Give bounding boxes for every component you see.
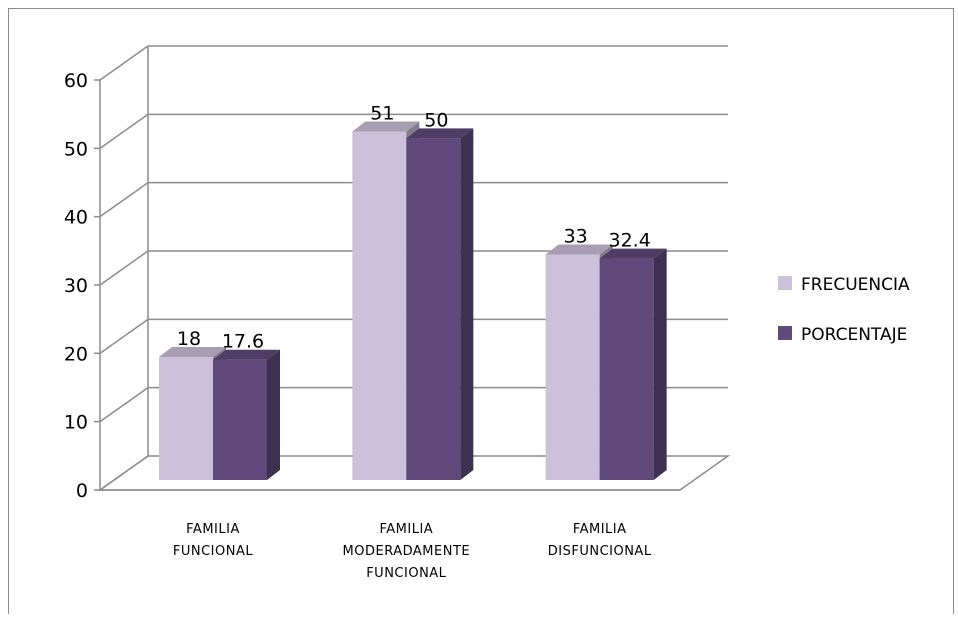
gridline-diagonal: [99, 387, 149, 423]
data-label: 50: [424, 109, 448, 131]
legend-swatch: [778, 326, 792, 340]
data-label: 51: [370, 103, 394, 125]
bar-top: [545, 244, 613, 255]
gridline-diagonal: [99, 182, 149, 218]
category-label: FAMILIA: [573, 522, 627, 537]
bar-front: [406, 138, 461, 481]
chart-frame: [8, 8, 954, 614]
bar-top: [213, 349, 280, 360]
bar-front: [599, 258, 654, 480]
bar-top: [599, 248, 667, 259]
category-label: FAMILIA: [379, 522, 433, 537]
bar-front: [545, 254, 600, 480]
bar-front: [213, 359, 267, 480]
bar-top: [352, 121, 420, 132]
y-tick-label: 50: [64, 138, 88, 160]
bar-top: [159, 347, 226, 357]
category-label: DISFUNCIONAL: [548, 544, 652, 559]
y-tick-label: 60: [64, 70, 88, 92]
gridline-diagonal: [99, 318, 149, 354]
bar-side: [653, 248, 667, 480]
y-tick-label: 0: [76, 480, 88, 502]
category-label: FUNCIONAL: [366, 566, 446, 581]
bar-side: [460, 128, 474, 481]
gridline-diagonal: [99, 113, 149, 149]
gridline-diagonal: [99, 250, 149, 286]
bar-front: [159, 357, 213, 480]
y-tick-label: 20: [64, 343, 88, 365]
data-label: 18: [177, 328, 201, 350]
legend-label: FRECUENCIA: [801, 275, 910, 295]
legend-label: PORCENTAJE: [801, 325, 907, 345]
bar-top: [406, 128, 474, 139]
data-label: 17.6: [222, 331, 264, 353]
legend-swatch: [778, 276, 792, 290]
category-label: FAMILIA: [186, 522, 240, 537]
y-tick-label: 30: [64, 275, 88, 297]
category-label: FUNCIONAL: [173, 544, 253, 559]
y-tick-label: 10: [64, 412, 88, 434]
bar-side: [267, 349, 280, 480]
category-label: MODERADAMENTE: [343, 544, 471, 559]
y-tick-label: 40: [64, 207, 88, 229]
data-label: 33: [564, 226, 588, 248]
data-label: 32.4: [609, 230, 651, 252]
gridline-diagonal: [99, 45, 149, 81]
bar-front: [352, 131, 407, 480]
